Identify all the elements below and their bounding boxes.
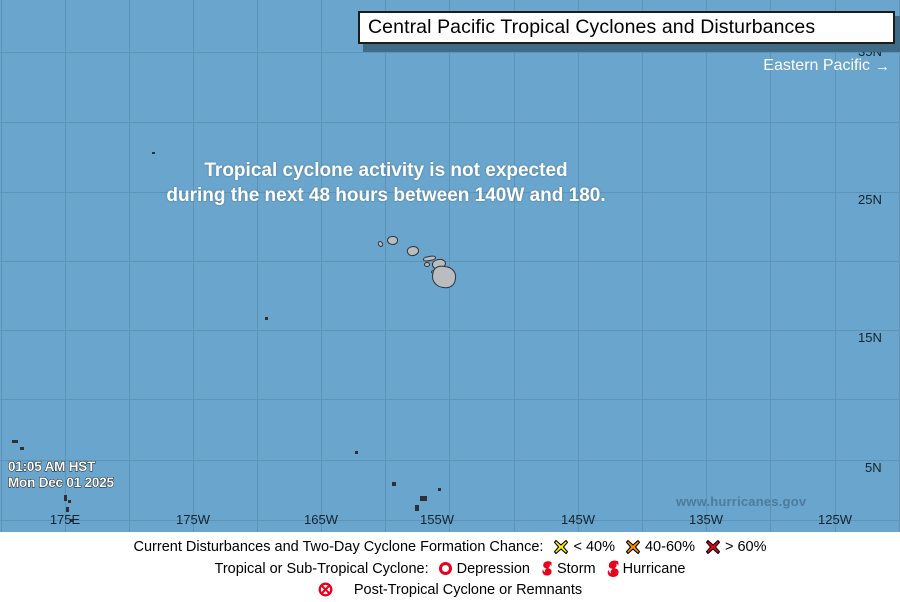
arrow-right-icon: → bbox=[875, 57, 890, 75]
map-canvas[interactable]: 175E 175W 165W 155W 145W 135W 125W 35N 2… bbox=[0, 0, 900, 532]
atoll-speck bbox=[64, 495, 67, 501]
gridline-vertical bbox=[321, 0, 322, 532]
legend-chance-medium-label: 40-60% bbox=[644, 539, 695, 555]
gridline-horizontal bbox=[0, 520, 900, 521]
site-watermark: www.hurricanes.gov bbox=[676, 494, 807, 509]
x-mark-red-icon bbox=[705, 539, 721, 555]
gridline-horizontal bbox=[0, 399, 900, 400]
lon-label-175E: 175E bbox=[49, 512, 81, 527]
timestamp-date: Mon Dec 01 2025 bbox=[8, 475, 115, 491]
gridline-vertical bbox=[514, 0, 515, 532]
atoll-speck bbox=[70, 519, 73, 522]
gridline-vertical bbox=[642, 0, 643, 532]
gridline-vertical bbox=[65, 0, 66, 532]
legend-chance-high-label: > 60% bbox=[724, 539, 767, 555]
lat-label-25N: 25N bbox=[858, 192, 882, 207]
gridline-horizontal bbox=[0, 192, 900, 193]
legend-post-tropical-label: Post-Tropical Cyclone or Remnants bbox=[353, 581, 583, 598]
gridline-vertical bbox=[835, 0, 836, 532]
island-kauai bbox=[387, 236, 398, 245]
atoll-speck bbox=[68, 500, 71, 503]
lon-label-175W: 175W bbox=[176, 512, 210, 527]
atoll-speck bbox=[392, 482, 396, 486]
timestamp-time: 01:05 AM HST bbox=[8, 459, 96, 475]
x-mark-yellow-icon bbox=[553, 539, 569, 555]
gridline-horizontal bbox=[0, 460, 900, 461]
legend-item-depression: Depression bbox=[429, 561, 530, 577]
title-box: Central Pacific Tropical Cyclones and Di… bbox=[358, 11, 895, 44]
legend-item-storm: Storm bbox=[530, 560, 596, 577]
lon-label-125W: 125W bbox=[818, 512, 852, 527]
crossed-circle-icon bbox=[318, 582, 333, 597]
lat-label-15N: 15N bbox=[858, 330, 882, 345]
lon-label-165W: 165W bbox=[304, 512, 338, 527]
island-niihau bbox=[376, 240, 385, 248]
outlook-message: Tropical cyclone activity is not expecte… bbox=[0, 158, 772, 208]
outlook-message-line-2: during the next 48 hours between 140W an… bbox=[166, 185, 606, 206]
gridline-vertical bbox=[193, 0, 194, 532]
gridline-horizontal bbox=[0, 122, 900, 123]
legend-row-formation-chance: Current Disturbances and Two-Day Cyclone… bbox=[0, 532, 900, 558]
gridline-vertical bbox=[578, 0, 579, 532]
atoll-speck bbox=[438, 488, 441, 491]
gridline-horizontal bbox=[0, 52, 900, 53]
page-title: Central Pacific Tropical Cyclones and Di… bbox=[368, 16, 816, 38]
island-lanai bbox=[424, 262, 430, 267]
lon-label-135W: 135W bbox=[689, 512, 723, 527]
legend-panel: Current Disturbances and Two-Day Cyclone… bbox=[0, 532, 900, 601]
legend-item-chance-medium: 40-60% bbox=[615, 539, 695, 555]
outlook-message-line-1: Tropical cyclone activity is not expecte… bbox=[204, 160, 568, 181]
atoll-speck bbox=[355, 451, 358, 454]
gridline-vertical bbox=[449, 0, 450, 532]
atoll-speck bbox=[415, 505, 419, 511]
hurricane-swirl-icon bbox=[606, 560, 621, 577]
gridline-vertical bbox=[385, 0, 386, 532]
legend-hurricane-label: Hurricane bbox=[622, 560, 686, 577]
atoll-speck bbox=[420, 496, 427, 501]
legend-item-chance-high: > 60% bbox=[695, 539, 767, 555]
gridline-vertical bbox=[257, 0, 258, 532]
legend-cyclone-type-label: Tropical or Sub-Tropical Cyclone: bbox=[214, 560, 429, 577]
atoll-speck bbox=[20, 447, 24, 450]
eastern-pacific-label: Eastern Pacific bbox=[763, 57, 870, 74]
eastern-pacific-link[interactable]: Eastern Pacific → bbox=[763, 57, 890, 75]
lon-label-145W: 145W bbox=[561, 512, 595, 527]
atoll-speck bbox=[66, 507, 69, 512]
legend-chance-low-label: < 40% bbox=[573, 539, 615, 555]
timestamp: 01:05 AM HST Mon Dec 01 2025 bbox=[8, 459, 115, 491]
x-mark-orange-icon bbox=[625, 539, 641, 555]
legend-row-post-tropical: Post-Tropical Cyclone or Remnants bbox=[0, 579, 900, 600]
atoll-speck bbox=[265, 317, 268, 320]
lat-label-5N: 5N bbox=[865, 460, 882, 475]
legend-row-cyclone-types: Tropical or Sub-Tropical Cyclone: Depres… bbox=[0, 558, 900, 579]
open-circle-icon bbox=[438, 562, 452, 575]
island-hawaii bbox=[430, 264, 458, 290]
gridline-vertical bbox=[706, 0, 707, 532]
legend-storm-label: Storm bbox=[556, 560, 596, 577]
legend-formation-chance-label: Current Disturbances and Two-Day Cyclone… bbox=[133, 539, 544, 555]
gridline-horizontal bbox=[0, 261, 900, 262]
gridline-vertical bbox=[129, 0, 130, 532]
atoll-speck bbox=[12, 440, 18, 443]
island-oahu bbox=[405, 244, 421, 258]
gridline-vertical bbox=[770, 0, 771, 532]
gridline-horizontal bbox=[0, 330, 900, 331]
legend-item-hurricane: Hurricane bbox=[596, 560, 686, 577]
storm-swirl-icon bbox=[540, 560, 555, 577]
atoll-speck bbox=[152, 152, 155, 154]
legend-item-chance-low: < 40% bbox=[543, 539, 615, 555]
lon-label-155W: 155W bbox=[420, 512, 454, 527]
gridline-vertical bbox=[1, 0, 2, 532]
legend-depression-label: Depression bbox=[456, 560, 530, 577]
